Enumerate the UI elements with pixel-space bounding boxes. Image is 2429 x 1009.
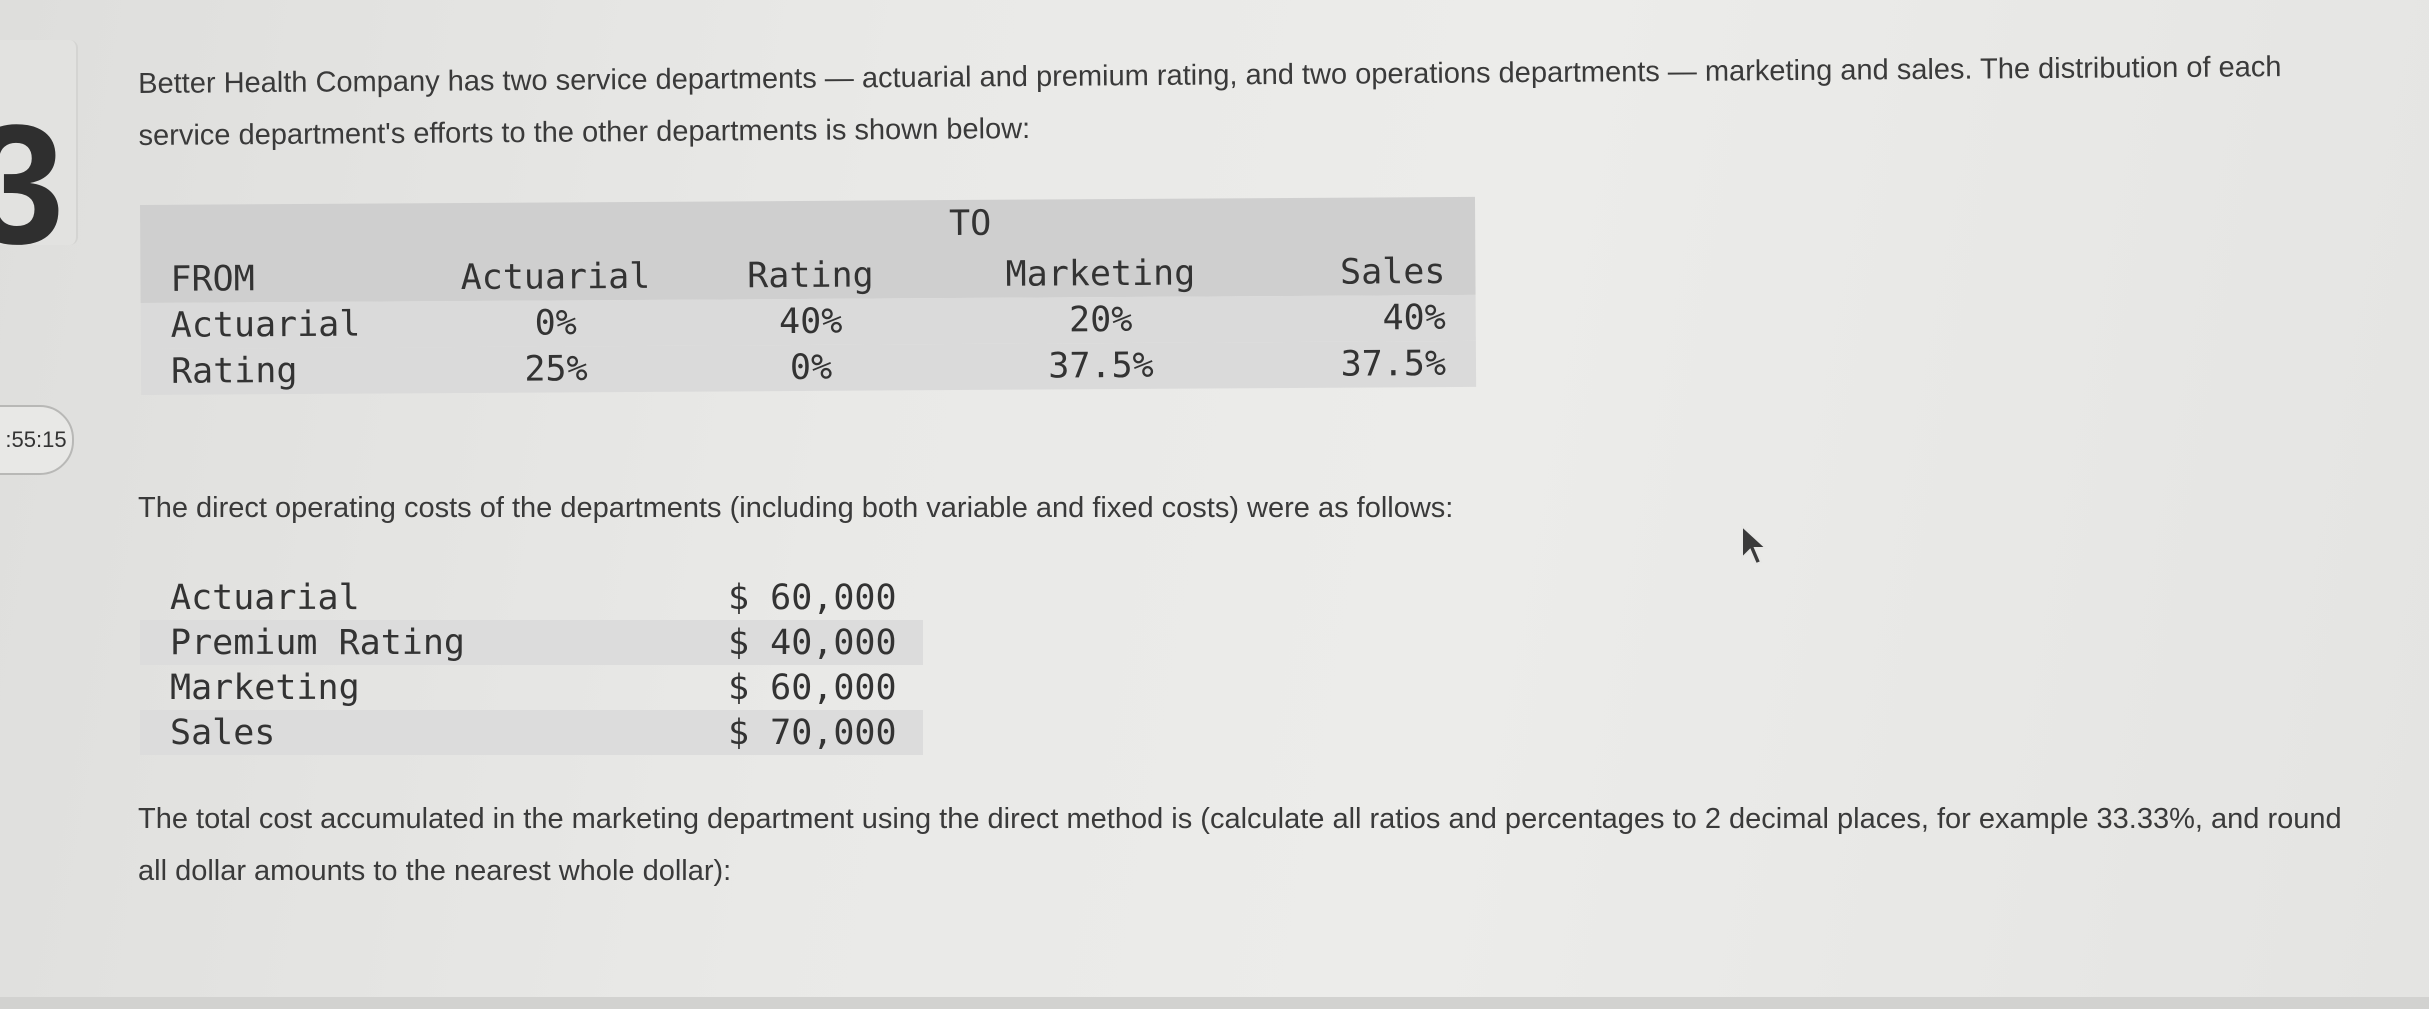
table-cell: 25%	[524, 349, 588, 390]
table-cell: 0%	[534, 303, 577, 344]
cost-amount: $ 70,000	[728, 713, 897, 753]
table-cell: 20%	[1068, 299, 1133, 341]
table-row: Sales $ 70,000	[140, 710, 923, 755]
question-number-panel[interactable]: 3	[0, 40, 78, 270]
mouse-pointer-icon	[1741, 524, 1769, 566]
distribution-table: TO FROM Actuarial Rating Marketing Sales…	[140, 196, 1477, 395]
table-row: Actuarial $ 60,000	[140, 575, 923, 620]
table-row: Actuarial 0% 40% 20% 40%	[140, 294, 1476, 349]
department-name: Marketing	[170, 668, 360, 708]
to-label: TO	[948, 203, 992, 245]
cost-amount: $ 40,000	[728, 623, 897, 663]
table-row: Marketing $ 60,000	[140, 665, 923, 710]
department-name: Sales	[170, 713, 276, 753]
cost-amount: $ 60,000	[728, 668, 897, 708]
bottom-edge	[0, 997, 2429, 1009]
row-label: Rating	[170, 351, 298, 392]
costs-table: Actuarial $ 60,000 Premium Rating $ 40,0…	[140, 575, 923, 755]
distribution-table-header: TO FROM Actuarial Rating Marketing Sales	[140, 196, 1476, 303]
timer-badge[interactable]: :55:15	[0, 405, 74, 475]
question-number: 3	[0, 90, 65, 280]
header-sales: Sales	[1339, 252, 1446, 293]
header-actuarial: Actuarial	[460, 256, 651, 299]
table-cell: 37.5%	[1048, 345, 1154, 387]
department-name: Premium Rating	[170, 623, 466, 663]
table-cell: 40%	[1382, 298, 1446, 339]
costs-intro-paragraph: The direct operating costs of the depart…	[138, 492, 1454, 524]
header-row: FROM Actuarial Rating Marketing Sales	[140, 249, 1475, 303]
header-from: FROM	[170, 259, 255, 300]
cost-amount: $ 60,000	[728, 578, 897, 618]
table-row: Premium Rating $ 40,000	[140, 620, 923, 665]
table-cell: 40%	[778, 301, 843, 343]
header-rating: Rating	[747, 255, 874, 297]
table-row: Rating 25% 0% 37.5% 37.5%	[140, 340, 1477, 395]
department-name: Actuarial	[170, 578, 360, 618]
table-cell: 37.5%	[1340, 344, 1447, 385]
question-paragraph: The total cost accumulated in the market…	[138, 803, 2342, 887]
header-marketing: Marketing	[1005, 253, 1196, 295]
table-cell: 0%	[789, 347, 833, 389]
intro-paragraph: Better Health Company has two service de…	[138, 51, 2282, 152]
row-label: Actuarial	[170, 304, 361, 346]
